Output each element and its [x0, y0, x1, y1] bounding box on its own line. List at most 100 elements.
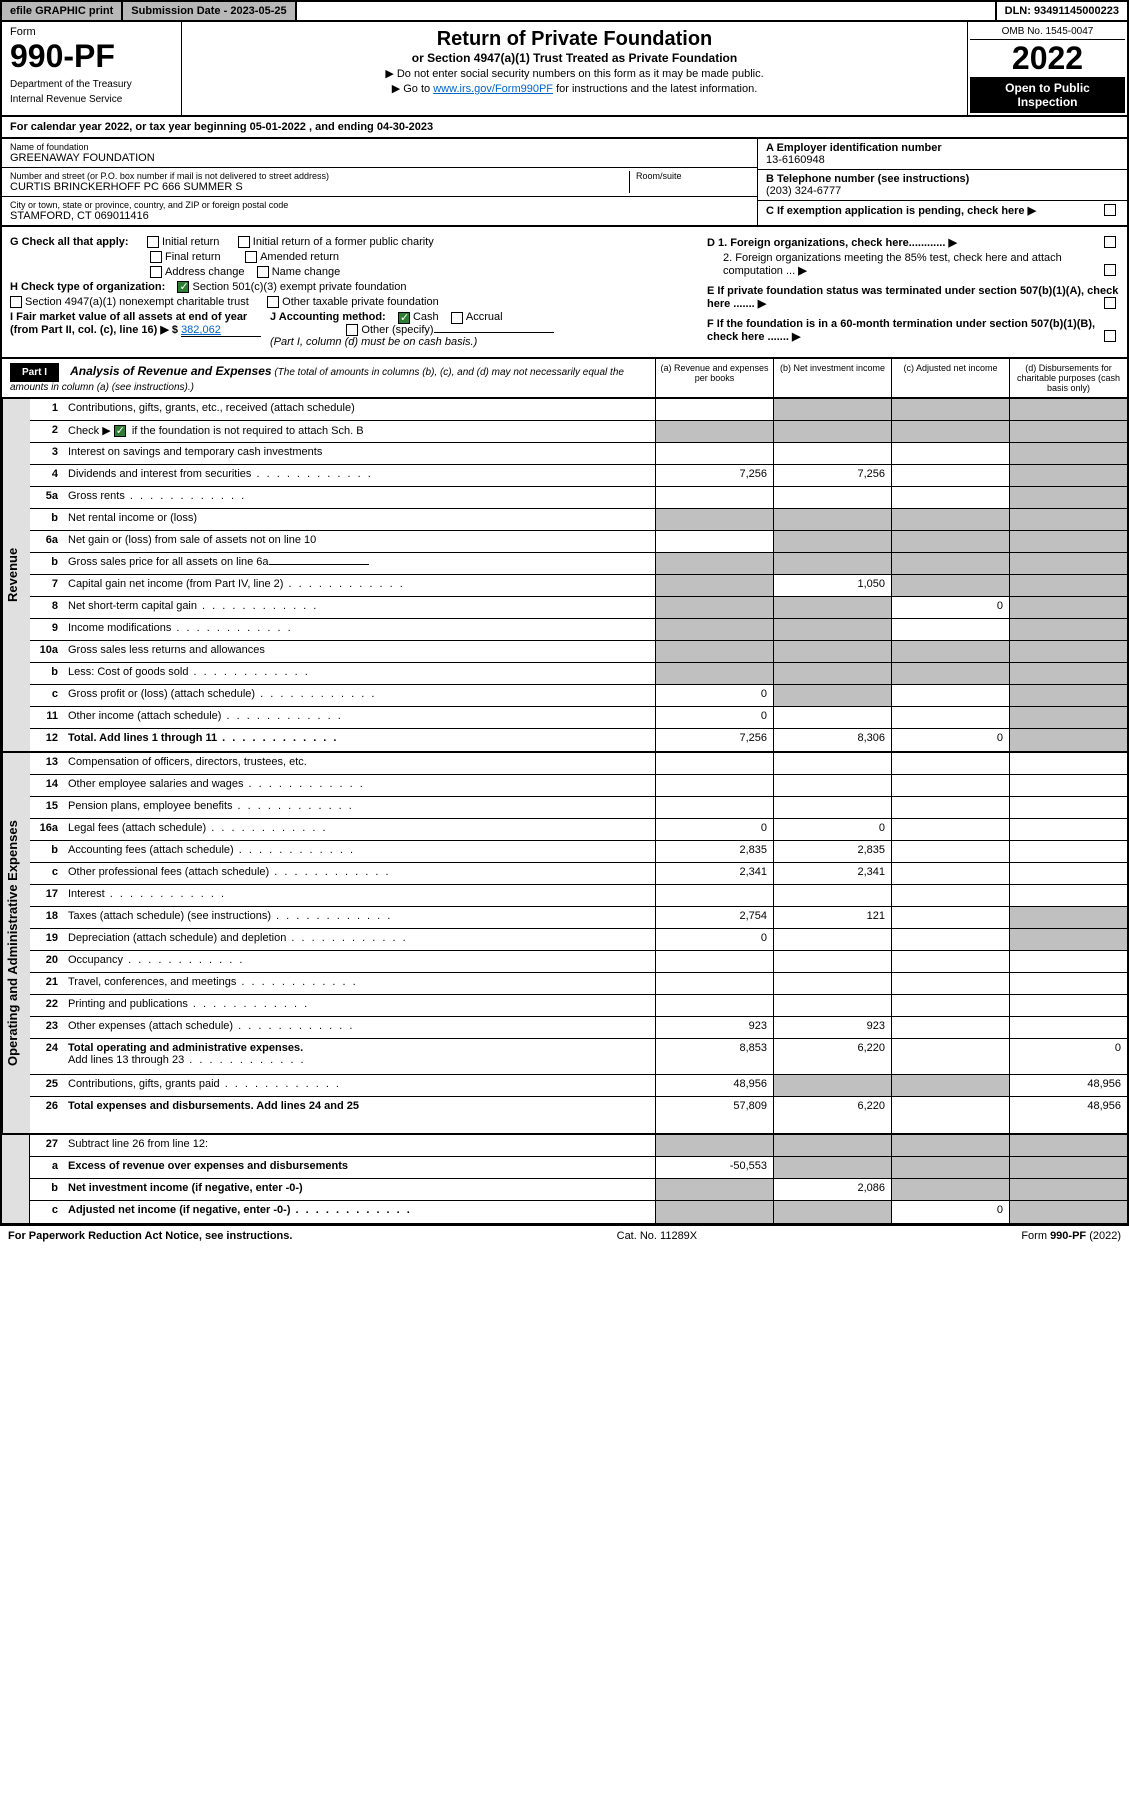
revenue-side-label: Revenue	[2, 399, 30, 751]
r23-b: 923	[773, 1017, 891, 1038]
checks-section: G Check all that apply: Initial return I…	[0, 227, 1129, 359]
part1-label: Part I	[10, 363, 59, 382]
r12-c: 0	[891, 729, 1009, 751]
col-d-header: (d) Disbursements for charitable purpose…	[1009, 359, 1127, 397]
fmv-value[interactable]: 382,062	[181, 324, 261, 337]
ein-value: 13-6160948	[766, 154, 1119, 166]
r16b-b: 2,835	[773, 841, 891, 862]
street-address: CURTIS BRINCKERHOFF PC 666 SUMMER S	[10, 181, 629, 193]
r26-d: 48,956	[1009, 1097, 1127, 1133]
expenses-side-label: Operating and Administrative Expenses	[2, 753, 30, 1133]
r16c-a: 2,341	[655, 863, 773, 884]
form-number: 990-PF	[10, 38, 173, 75]
instructions-link[interactable]: www.irs.gov/Form990PF	[433, 83, 553, 95]
room-label: Room/suite	[636, 171, 749, 181]
4947-checkbox[interactable]	[10, 296, 22, 308]
foundation-name: GREENAWAY FOUNDATION	[10, 152, 749, 164]
city-label: City or town, state or province, country…	[10, 200, 749, 210]
f-label: F If the foundation is in a 60-month ter…	[707, 318, 1095, 343]
dept-treasury: Department of the Treasury	[10, 79, 173, 90]
r25-a: 48,956	[655, 1075, 773, 1096]
final-return-checkbox[interactable]	[150, 251, 162, 263]
j-label: J Accounting method:	[270, 311, 386, 323]
form-id-block: Form 990-PF Department of the Treasury I…	[2, 22, 182, 115]
line27-section: 27Subtract line 26 from line 12: aExcess…	[0, 1135, 1129, 1225]
r12-b: 8,306	[773, 729, 891, 751]
schb-checkbox[interactable]	[114, 425, 126, 437]
e-label: E If private foundation status was termi…	[707, 285, 1118, 310]
year-block: OMB No. 1545-0047 2022 Open to Public In…	[967, 22, 1127, 115]
part1-header: Part I Analysis of Revenue and Expenses …	[0, 359, 1129, 399]
r12-a: 7,256	[655, 729, 773, 751]
r26-b: 6,220	[773, 1097, 891, 1133]
calendar-year-row: For calendar year 2022, or tax year begi…	[0, 117, 1129, 139]
e-checkbox[interactable]	[1104, 297, 1116, 309]
arrow-icon: ▶	[1028, 205, 1036, 217]
form-label: Form	[10, 26, 173, 38]
r7-b: 1,050	[773, 575, 891, 596]
form-note-1: ▶ Do not enter social security numbers o…	[188, 67, 961, 80]
footer-mid: Cat. No. 11289X	[617, 1230, 698, 1242]
other-taxable-checkbox[interactable]	[267, 296, 279, 308]
r18-a: 2,754	[655, 907, 773, 928]
dln: DLN: 93491145000223	[995, 2, 1127, 20]
addr-label: Number and street (or P.O. box number if…	[10, 171, 629, 181]
f-checkbox[interactable]	[1104, 330, 1116, 342]
top-bar: efile GRAPHIC print Submission Date - 20…	[0, 0, 1129, 22]
form-note-2: ▶ Go to www.irs.gov/Form990PF for instru…	[188, 82, 961, 95]
open-public-badge: Open to Public Inspection	[970, 77, 1125, 113]
r10c-a: 0	[655, 685, 773, 706]
d2-checkbox[interactable]	[1104, 264, 1116, 276]
initial-return-checkbox[interactable]	[147, 236, 159, 248]
amended-return-checkbox[interactable]	[245, 251, 257, 263]
ein-label: A Employer identification number	[766, 142, 1119, 154]
col-b-header: (b) Net investment income	[773, 359, 891, 397]
r4-b: 7,256	[773, 465, 891, 486]
entity-info: Name of foundation GREENAWAY FOUNDATION …	[0, 139, 1129, 227]
d1-label: D 1. Foreign organizations, check here..…	[707, 237, 945, 249]
r24-b: 6,220	[773, 1039, 891, 1074]
form-header: Form 990-PF Department of the Treasury I…	[0, 22, 1129, 117]
submission-date: Submission Date - 2023-05-25	[123, 2, 296, 20]
d1-checkbox[interactable]	[1104, 236, 1116, 248]
accrual-checkbox[interactable]	[451, 312, 463, 324]
r27b-b: 2,086	[773, 1179, 891, 1200]
r16c-b: 2,341	[773, 863, 891, 884]
phone-label: B Telephone number (see instructions)	[766, 173, 1119, 185]
r18-b: 121	[773, 907, 891, 928]
tax-year: 2022	[970, 40, 1125, 77]
initial-former-checkbox[interactable]	[238, 236, 250, 248]
r25-d: 48,956	[1009, 1075, 1127, 1096]
r24-a: 8,853	[655, 1039, 773, 1074]
part1-title: Analysis of Revenue and Expenses	[70, 364, 271, 378]
footer-left: For Paperwork Reduction Act Notice, see …	[8, 1230, 292, 1242]
r27c-c: 0	[891, 1201, 1009, 1223]
r16b-a: 2,835	[655, 841, 773, 862]
r26-a: 57,809	[655, 1097, 773, 1133]
r16a-b: 0	[773, 819, 891, 840]
address-change-checkbox[interactable]	[150, 266, 162, 278]
col-c-header: (c) Adjusted net income	[891, 359, 1009, 397]
501c3-checkbox[interactable]	[177, 281, 189, 293]
r11-a: 0	[655, 707, 773, 728]
g-label: G Check all that apply:	[10, 236, 129, 248]
cash-checkbox[interactable]	[398, 312, 410, 324]
omb-number: OMB No. 1545-0047	[970, 24, 1125, 40]
dept-irs: Internal Revenue Service	[10, 94, 173, 105]
form-subtitle: or Section 4947(a)(1) Trust Treated as P…	[188, 51, 961, 65]
footer-right: Form 990-PF (2022)	[1021, 1230, 1121, 1242]
efile-label[interactable]: efile GRAPHIC print	[2, 2, 123, 20]
r16a-a: 0	[655, 819, 773, 840]
name-change-checkbox[interactable]	[257, 266, 269, 278]
other-method-checkbox[interactable]	[346, 324, 358, 336]
r24-d: 0	[1009, 1039, 1127, 1074]
form-title-block: Return of Private Foundation or Section …	[182, 22, 967, 115]
c-checkbox[interactable]	[1104, 204, 1116, 216]
name-label: Name of foundation	[10, 142, 749, 152]
phone-value: (203) 324-6777	[766, 185, 1119, 197]
r23-a: 923	[655, 1017, 773, 1038]
h-label: H Check type of organization:	[10, 281, 165, 293]
r19-a: 0	[655, 929, 773, 950]
j-note: (Part I, column (d) must be on cash basi…	[270, 336, 477, 348]
city-state-zip: STAMFORD, CT 069011416	[10, 210, 749, 222]
